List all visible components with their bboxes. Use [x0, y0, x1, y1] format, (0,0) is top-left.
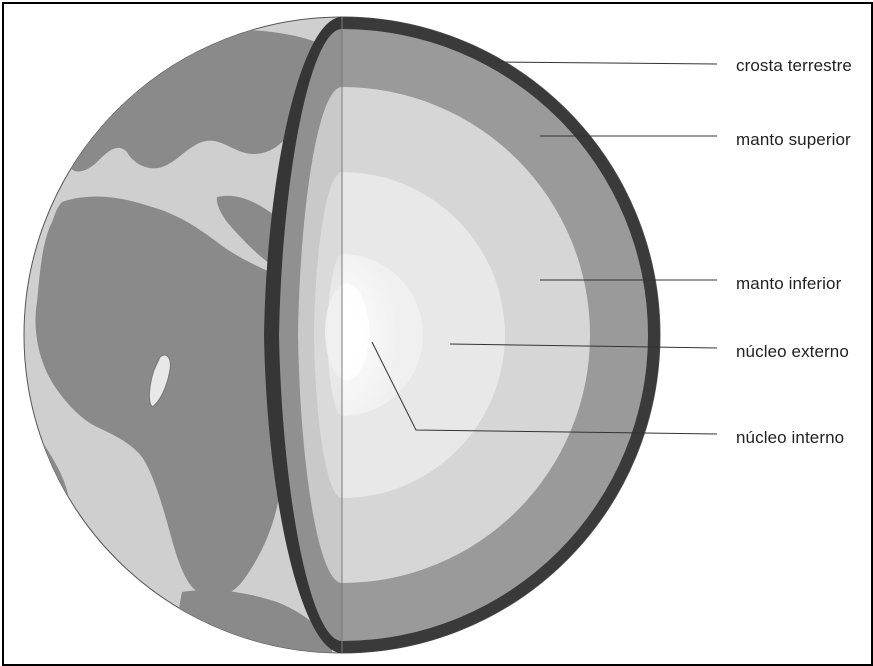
label-outer-core: núcleo externo [736, 342, 849, 361]
leader-line-outer-core [449, 343, 718, 349]
label-crust: crosta terrestre [736, 56, 852, 75]
leader-lines [371, 61, 718, 435]
label-upper-mantle: manto superior [736, 130, 851, 149]
continent-north [207, 36, 256, 73]
label-lower-mantle: manto inferior [736, 274, 842, 293]
leader-line-crust [493, 61, 718, 65]
continent-africa [35, 196, 301, 598]
cut-face-left-shade [264, 17, 342, 653]
earth-layers-diagram [23, 16, 718, 654]
label-inner-core: núcleo interno [736, 428, 845, 447]
continent-europe [66, 30, 333, 172]
island-madagascar [148, 354, 171, 408]
earth-cutaway [264, 17, 660, 653]
inner-core-highlight [325, 284, 369, 380]
leader-line-inner-core [371, 341, 718, 435]
